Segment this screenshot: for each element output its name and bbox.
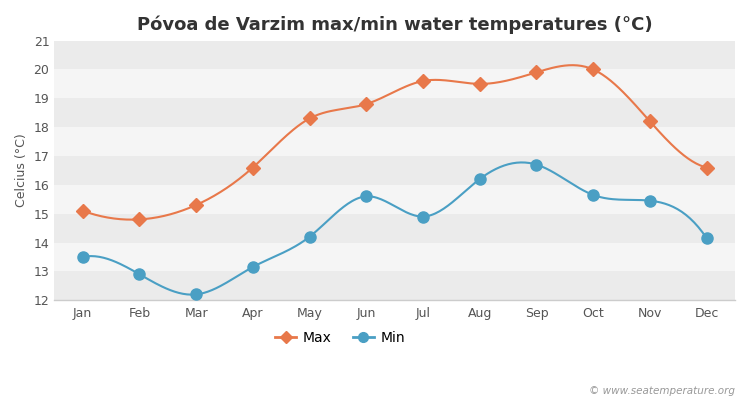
Bar <box>54 98 735 127</box>
Bar <box>54 271 735 300</box>
Bar <box>54 127 735 156</box>
Text: © www.seatemperature.org: © www.seatemperature.org <box>589 386 735 396</box>
Legend: Max, Min: Max, Min <box>270 325 411 350</box>
Bar <box>54 41 735 70</box>
Title: Póvoa de Varzim max/min water temperatures (°C): Póvoa de Varzim max/min water temperatur… <box>136 15 652 34</box>
Bar <box>54 214 735 242</box>
Bar <box>54 185 735 214</box>
Y-axis label: Celcius (°C): Celcius (°C) <box>15 134 28 207</box>
Bar <box>54 242 735 271</box>
Bar <box>54 156 735 185</box>
Bar <box>54 70 735 98</box>
